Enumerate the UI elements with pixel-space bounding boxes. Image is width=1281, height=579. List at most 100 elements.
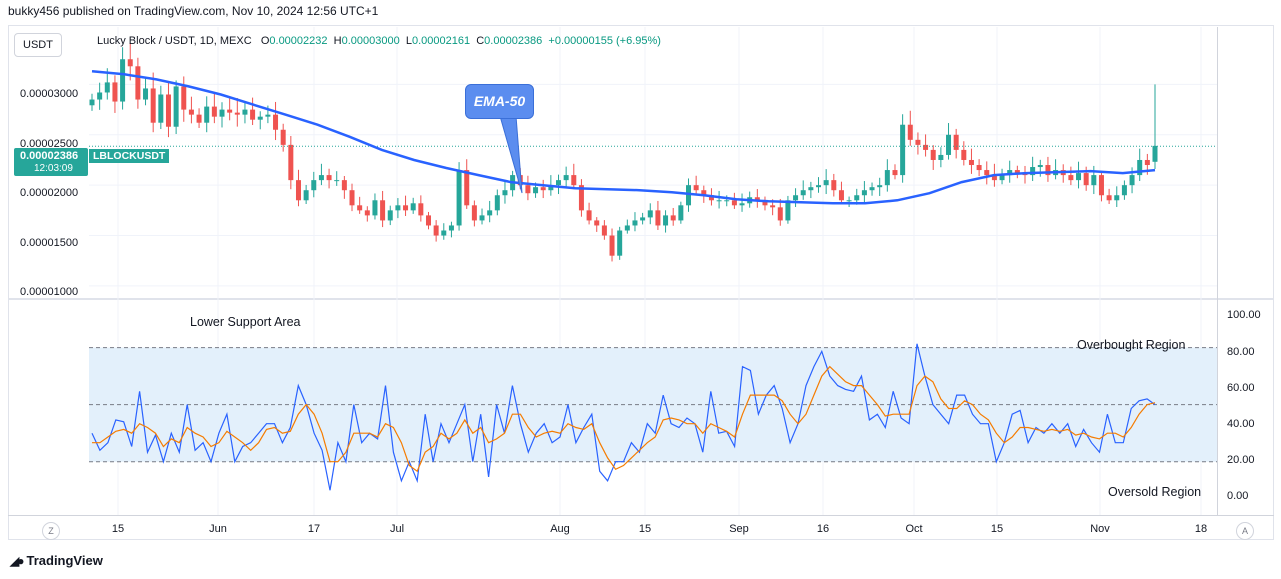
candle-body xyxy=(127,59,133,67)
candle-body xyxy=(1091,175,1097,186)
candle-body xyxy=(234,112,240,115)
candle-body xyxy=(739,203,745,206)
candle-body xyxy=(586,210,592,221)
legend-change: +0.00000155 (+6.95%) xyxy=(548,35,661,47)
candle-body xyxy=(288,144,294,181)
candle-body xyxy=(143,88,149,100)
legend-open: 0.00002232 xyxy=(269,35,328,47)
ema-callout[interactable]: EMA-50 xyxy=(465,84,534,119)
candle-body xyxy=(793,195,799,201)
candle-body xyxy=(441,230,447,236)
candle-body xyxy=(540,187,546,191)
candle-body xyxy=(112,82,118,102)
candle-body xyxy=(364,210,370,216)
right-axis-border xyxy=(1217,27,1218,515)
candle-body xyxy=(257,116,263,120)
candle-body xyxy=(984,170,990,176)
candle-body xyxy=(563,175,569,181)
lower-support-label[interactable]: Lower Support Area xyxy=(190,315,301,329)
candle-body xyxy=(884,170,890,186)
candle-body xyxy=(380,200,386,221)
candle-body xyxy=(900,124,906,176)
tradingview-logo[interactable]: ◢● TradingView xyxy=(10,553,103,568)
candle-body xyxy=(831,180,837,191)
candle-body xyxy=(838,190,844,201)
candle-body xyxy=(968,159,974,166)
candle-body xyxy=(502,190,508,196)
price-tick-label: 0.00001000 xyxy=(20,286,79,298)
candle-body xyxy=(1030,167,1036,176)
candle-body xyxy=(357,205,363,211)
time-axis[interactable] xyxy=(8,515,1274,540)
candle-body xyxy=(372,200,378,216)
candle-body xyxy=(188,109,194,115)
last-price-value: 0.00002386 xyxy=(20,150,79,162)
candle-body xyxy=(280,129,286,145)
candle-body xyxy=(120,59,126,102)
legend-o-label: O xyxy=(260,35,270,47)
candle-body xyxy=(953,134,959,150)
osc-tick-label: 60.00 xyxy=(1227,382,1255,394)
time-tick-label: 15 xyxy=(990,523,1004,535)
candle-body xyxy=(1083,173,1089,186)
candle-body xyxy=(578,185,584,211)
legend-close: 0.00002386 xyxy=(484,35,543,47)
candle-body xyxy=(403,205,409,211)
candle-body xyxy=(173,86,179,127)
overbought-label[interactable]: Overbought Region xyxy=(1077,338,1186,352)
candle-body xyxy=(387,210,393,221)
time-tick-label: Jun xyxy=(209,523,227,535)
candle-body xyxy=(777,207,783,221)
osc-tick-label: 100.00 xyxy=(1227,309,1261,321)
candle-body xyxy=(877,185,883,188)
candle-body xyxy=(846,200,852,202)
price-tick-label: 0.00002500 xyxy=(20,138,79,150)
candle-body xyxy=(1007,170,1013,176)
pane-separator[interactable] xyxy=(8,298,1274,300)
candle-body xyxy=(999,175,1005,181)
candle-body xyxy=(731,200,737,206)
tradingview-logo-icon: ◢● xyxy=(10,554,25,568)
candle-body xyxy=(1045,165,1051,176)
candle-body xyxy=(601,225,607,236)
osc-tick-label: 20.00 xyxy=(1227,454,1255,466)
candle-body xyxy=(318,175,324,181)
last-price-countdown: 12:03:09 xyxy=(34,163,73,174)
candle-body xyxy=(655,210,661,226)
time-tick-label: Oct xyxy=(905,523,923,535)
chart-frame xyxy=(8,25,1274,540)
legend-h-label: H xyxy=(333,35,342,47)
candle-body xyxy=(670,215,676,221)
candle-body xyxy=(1106,195,1112,201)
legend-high: 0.00003000 xyxy=(341,35,400,47)
candle-body xyxy=(548,185,554,191)
candle-body xyxy=(923,144,929,150)
candle-body xyxy=(1114,195,1120,201)
currency-button[interactable]: USDT xyxy=(14,33,62,57)
timezone-button[interactable]: Z xyxy=(42,522,60,540)
candle-body xyxy=(425,215,431,226)
candle-body xyxy=(854,195,860,201)
candle-body xyxy=(433,225,439,236)
candle-body xyxy=(456,170,462,226)
price-tick-label: 0.00001500 xyxy=(20,237,79,249)
candle-body xyxy=(204,106,210,123)
candle-body xyxy=(701,190,707,196)
candle-body xyxy=(1098,175,1104,196)
auto-scale-button[interactable]: A xyxy=(1236,522,1254,540)
legend-symbol[interactable]: Lucky Block / USDT, 1D, MEXC xyxy=(97,35,252,47)
candle-body xyxy=(754,197,760,201)
legend-low: 0.00002161 xyxy=(411,35,471,47)
candle-body xyxy=(594,220,600,226)
candle-body xyxy=(104,82,110,93)
time-tick-label: Sep xyxy=(729,523,749,535)
candle-body xyxy=(1037,165,1043,168)
candle-body xyxy=(617,230,623,256)
ohlc-legend: Lucky Block / USDT, 1D, MEXC O0.00002232… xyxy=(97,35,661,47)
candle-body xyxy=(571,175,577,186)
oversold-label[interactable]: Oversold Region xyxy=(1108,485,1202,499)
candle-body xyxy=(640,217,646,221)
candle-body xyxy=(158,94,164,123)
candle-body xyxy=(946,134,952,155)
